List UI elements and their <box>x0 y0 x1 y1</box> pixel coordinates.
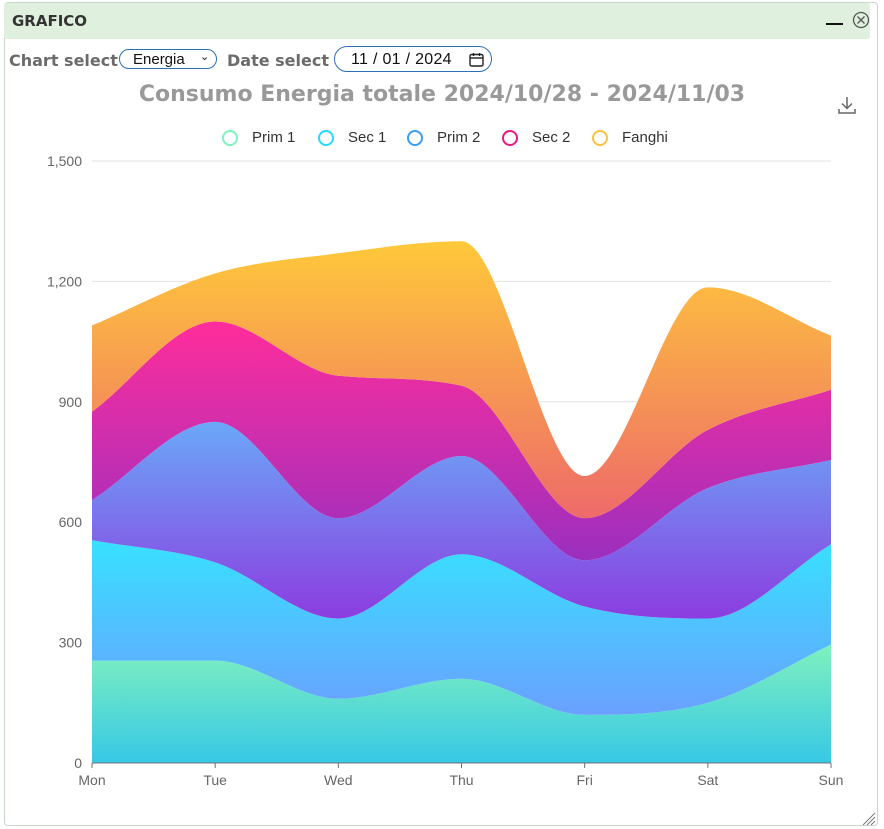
area-prim-2 <box>92 421 831 619</box>
y-tick-label: 1,500 <box>47 153 82 169</box>
axes: 0 300 600 900 1,200 1,500 Mon Tue Wed Thu Fri Sat Su… <box>47 153 844 788</box>
minimize-icon[interactable] <box>824 11 844 31</box>
legend-marker <box>318 130 334 146</box>
legend-label: Sec 1 <box>348 129 387 146</box>
close-icon[interactable] <box>852 11 870 29</box>
download-icon[interactable] <box>836 94 858 116</box>
window-title: GRAFICO <box>12 12 88 30</box>
x-tick-label: Mon <box>78 772 105 788</box>
area-fanghi <box>92 241 831 519</box>
resize-handle-icon[interactable] <box>860 810 876 826</box>
x-tick-label: Wed <box>324 772 353 788</box>
area-series <box>92 241 831 763</box>
title-bar: GRAFICO <box>4 3 870 39</box>
area-sec-2 <box>92 321 831 561</box>
date-select-label: Date select <box>227 51 329 70</box>
chart-legend: Prim 1 Sec 1 Prim 2 Sec 2 Fanghi <box>0 128 884 148</box>
legend-label: Prim 1 <box>252 129 296 146</box>
legend-label: Prim 2 <box>437 129 481 146</box>
chart-select[interactable]: Energia ⌄ <box>119 49 217 69</box>
chart-title: Consumo Energia totale 2024/10/28 - 2024… <box>138 82 746 107</box>
legend-label: Sec 2 <box>532 129 571 146</box>
chevron-down-icon: ⌄ <box>200 51 210 63</box>
y-tick-label: 300 <box>59 635 83 651</box>
date-input[interactable]: 11 / 01 / 2024 <box>334 46 492 72</box>
legend-marker <box>407 130 423 146</box>
x-tick-label: Sun <box>819 772 844 788</box>
chart-select-label: Chart select <box>9 51 118 70</box>
legend-marker <box>592 130 608 146</box>
legend-marker <box>222 130 238 146</box>
x-tick-label: Sat <box>697 772 718 788</box>
x-tick-label: Thu <box>449 772 473 788</box>
y-tick-label: 900 <box>59 394 83 410</box>
area-prim-1 <box>92 644 831 763</box>
calendar-icon[interactable] <box>469 52 484 67</box>
y-tick-label: 1,200 <box>47 273 82 289</box>
controls-bar: Chart select Energia ⌄ Date select 11 / … <box>0 46 874 74</box>
date-value: 11 / 01 / 2024 <box>351 51 452 68</box>
x-tick-label: Tue <box>203 772 227 788</box>
y-tick-label: 0 <box>74 755 82 771</box>
chart-select-value: Energia <box>133 51 185 68</box>
legend-label: Fanghi <box>622 129 668 146</box>
area-sec-1 <box>92 540 831 715</box>
x-tick-label: Fri <box>577 772 593 788</box>
y-tick-label: 600 <box>59 514 83 530</box>
legend-marker <box>502 130 518 146</box>
